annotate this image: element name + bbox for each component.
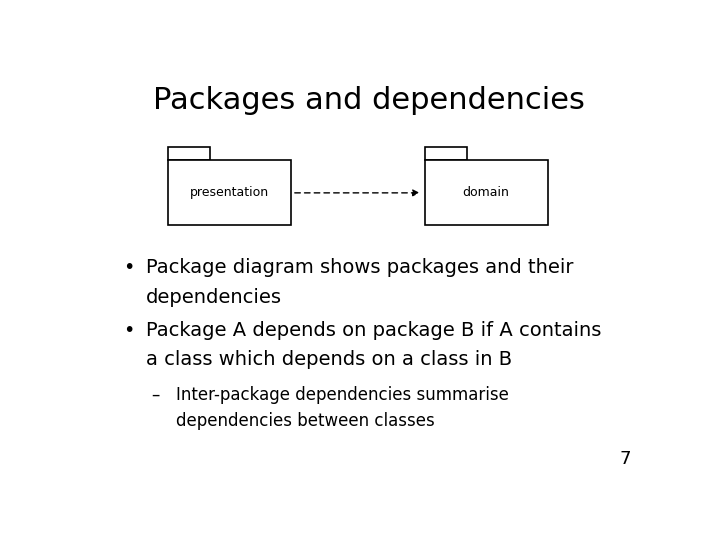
Text: a class which depends on a class in B: a class which depends on a class in B (145, 350, 512, 369)
Text: Package diagram shows packages and their: Package diagram shows packages and their (145, 258, 573, 277)
Text: dependencies between classes: dependencies between classes (176, 411, 435, 430)
Text: •: • (124, 258, 135, 277)
Text: –: – (151, 386, 160, 404)
Text: •: • (124, 321, 135, 340)
Bar (168, 160, 291, 225)
Text: domain: domain (463, 186, 510, 199)
Bar (425, 160, 547, 225)
Text: 7: 7 (620, 450, 631, 468)
Text: Package A depends on package B if A contains: Package A depends on package B if A cont… (145, 321, 601, 340)
Text: dependencies: dependencies (145, 288, 282, 307)
Bar (425, 147, 467, 160)
Text: presentation: presentation (190, 186, 269, 199)
Text: Inter-package dependencies summarise: Inter-package dependencies summarise (176, 386, 509, 404)
Text: Packages and dependencies: Packages and dependencies (153, 85, 585, 114)
Bar (168, 147, 210, 160)
